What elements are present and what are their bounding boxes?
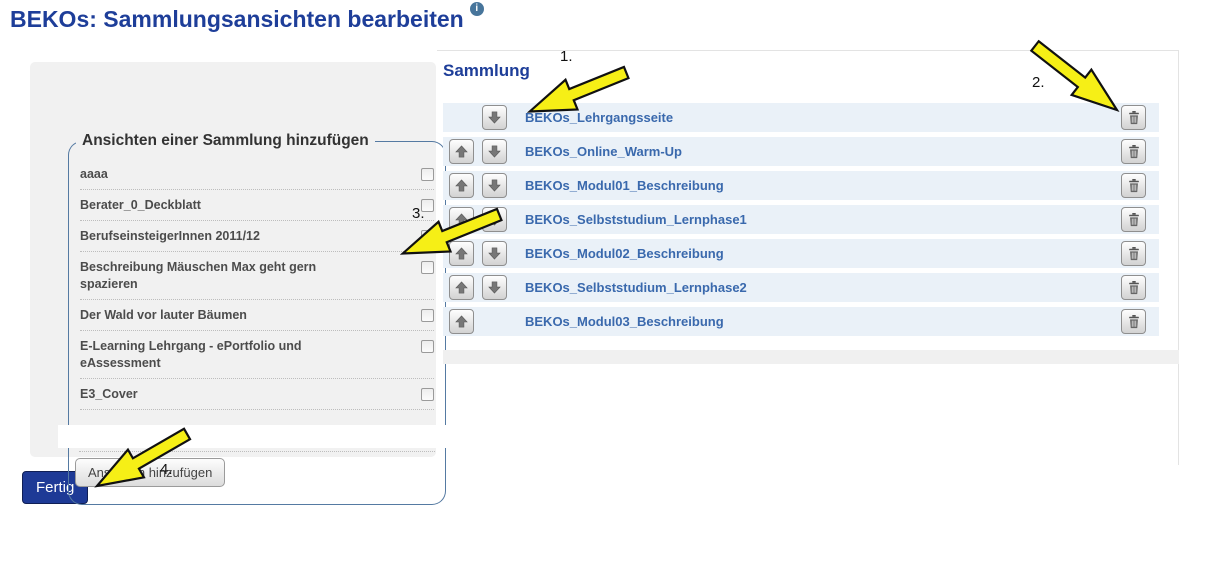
collection-row: BEKOs_Modul02_Beschreibung — [443, 239, 1159, 268]
collection-view-link[interactable]: BEKOs_Modul02_Beschreibung — [525, 246, 724, 261]
collection-footer-strip — [443, 350, 1179, 364]
list-item: BerufseinsteigerInnen 2011/12 — [80, 221, 434, 252]
move-down-button[interactable] — [482, 139, 507, 164]
move-up-button[interactable] — [449, 173, 474, 198]
collection-row: BEKOs_Selbststudium_Lernphase2 — [443, 273, 1159, 302]
trash-icon — [1127, 178, 1141, 193]
list-item: Der Wald vor lauter Bäumen — [80, 300, 434, 331]
move-down-button[interactable] — [482, 241, 507, 266]
add-views-legend: Ansichten einer Sammlung hinzufügen — [76, 132, 375, 150]
collection-row: BEKOs_Modul03_Beschreibung — [443, 307, 1159, 336]
delete-button[interactable] — [1121, 105, 1146, 130]
list-item: Beschreibung Mäuschen Max geht gern spaz… — [80, 252, 434, 300]
move-down-button[interactable] — [482, 275, 507, 300]
trash-icon — [1127, 280, 1141, 295]
trash-icon — [1127, 314, 1141, 329]
trash-icon — [1127, 246, 1141, 261]
list-cut-gap — [58, 425, 470, 448]
move-up-button[interactable] — [449, 309, 474, 334]
move-up-button[interactable] — [449, 241, 474, 266]
collection-view-link[interactable]: BEKOs_Online_Warm-Up — [525, 144, 682, 159]
view-title: E3_Cover — [80, 387, 138, 401]
annotation-number: 1. — [560, 48, 573, 65]
delete-button[interactable] — [1121, 241, 1146, 266]
trash-icon — [1127, 212, 1141, 227]
add-views-list: aaaa Berater_0_Deckblatt Berufseinsteige… — [80, 159, 434, 410]
move-down-button[interactable] — [482, 105, 507, 130]
collection-view-link[interactable]: BEKOs_Lehrgangsseite — [525, 110, 674, 125]
collection-heading: Sammlung — [443, 61, 530, 80]
view-checkbox[interactable] — [421, 168, 434, 181]
collection-row: BEKOs_Selbststudium_Lernphase1 — [443, 205, 1159, 234]
view-title: Berater_0_Deckblatt — [80, 198, 201, 212]
down-arrow-icon — [487, 110, 502, 125]
collection-row: BEKOs_Modul01_Beschreibung — [443, 171, 1159, 200]
view-checkbox[interactable] — [421, 309, 434, 322]
list-item: E-Learning Lehrgang - ePortfolio und eAs… — [80, 331, 434, 379]
view-checkbox[interactable] — [421, 199, 434, 212]
yellow-arrow-icon — [1020, 28, 1131, 127]
annotation-number: 3. — [412, 205, 425, 222]
add-views-panel: Ansichten einer Sammlung hinzufügen aaaa… — [30, 62, 470, 505]
info-icon[interactable]: i — [469, 2, 484, 16]
collection-view-link[interactable]: BEKOs_Modul03_Beschreibung — [525, 314, 724, 329]
content-frame — [437, 50, 1179, 465]
move-up-button[interactable] — [449, 275, 474, 300]
divider — [79, 451, 435, 452]
view-checkbox[interactable] — [421, 388, 434, 401]
up-arrow-icon — [454, 246, 469, 261]
collection-view-link[interactable]: BEKOs_Selbststudium_Lernphase2 — [525, 280, 747, 295]
up-arrow-icon — [454, 314, 469, 329]
list-item: E3_Cover — [80, 379, 434, 410]
delete-button[interactable] — [1121, 275, 1146, 300]
view-checkbox[interactable] — [421, 340, 434, 353]
view-title: E-Learning Lehrgang - ePortfolio und eAs… — [80, 339, 302, 370]
trash-icon — [1127, 144, 1141, 159]
collection-view-link[interactable]: BEKOs_Selbststudium_Lernphase1 — [525, 212, 747, 227]
trash-icon — [1127, 110, 1141, 125]
move-up-button[interactable] — [449, 139, 474, 164]
view-checkbox[interactable] — [421, 261, 434, 274]
view-title: Der Wald vor lauter Bäumen — [80, 308, 247, 322]
down-arrow-icon — [487, 144, 502, 159]
up-arrow-icon — [454, 144, 469, 159]
delete-button[interactable] — [1121, 139, 1146, 164]
yellow-arrow-icon — [393, 195, 510, 273]
down-arrow-icon — [487, 246, 502, 261]
yellow-arrow-icon — [520, 53, 637, 131]
annotation-number: 2. — [1032, 74, 1045, 91]
view-title: aaaa — [80, 167, 108, 181]
down-arrow-icon — [487, 178, 502, 193]
list-item: Berater_0_Deckblatt — [80, 190, 434, 221]
collection-rows: BEKOs_Lehrgangsseite BEKOs_Online_Warm-U… — [443, 103, 1159, 341]
view-title: Beschreibung Mäuschen Max geht gern spaz… — [80, 260, 317, 291]
page-title-text: BEKOs: Sammlungsansichten bearbeiten — [10, 6, 464, 32]
down-arrow-icon — [487, 280, 502, 295]
yellow-arrow-icon — [84, 415, 199, 505]
page-title: BEKOs: Sammlungsansichten bearbeiten i — [10, 2, 484, 33]
delete-button[interactable] — [1121, 173, 1146, 198]
move-down-button[interactable] — [482, 173, 507, 198]
delete-button[interactable] — [1121, 207, 1146, 232]
view-title: BerufseinsteigerInnen 2011/12 — [80, 229, 260, 243]
up-arrow-icon — [454, 178, 469, 193]
annotation-number: 4. — [160, 461, 173, 478]
delete-button[interactable] — [1121, 309, 1146, 334]
collection-row: BEKOs_Online_Warm-Up — [443, 137, 1159, 166]
list-item: aaaa — [80, 159, 434, 190]
up-arrow-icon — [454, 280, 469, 295]
collection-view-link[interactable]: BEKOs_Modul01_Beschreibung — [525, 178, 724, 193]
